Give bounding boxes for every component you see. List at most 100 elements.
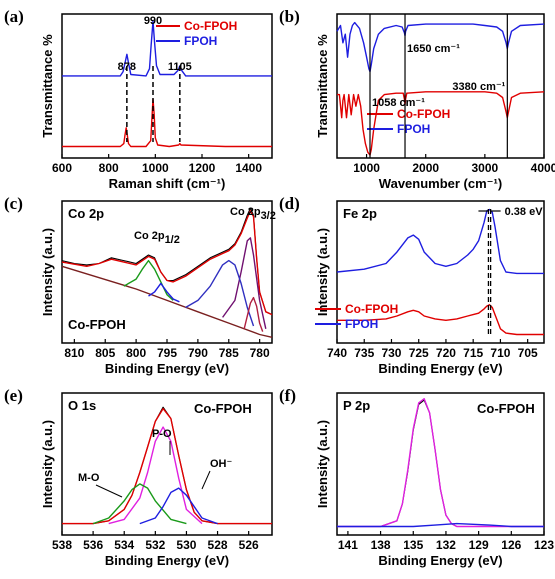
series-line — [61, 265, 273, 338]
x-tick-label: 800 — [99, 161, 119, 175]
x-tick-label: 3000 — [472, 161, 499, 175]
x-axis-label: Wavenumber (cm⁻¹) — [379, 176, 502, 191]
x-tick-label: 710 — [490, 346, 510, 360]
panel-label: (a) — [4, 7, 24, 26]
x-tick-label: 123 — [534, 538, 554, 552]
series-line — [185, 259, 255, 327]
x-tick-label: 2000 — [412, 161, 439, 175]
series-line — [337, 522, 544, 528]
y-axis-label: Intensity (a.u.) — [40, 420, 55, 508]
x-tick-label: 4000 — [531, 161, 555, 175]
plot-frame — [336, 392, 545, 536]
element-label: P 2p — [343, 398, 370, 413]
peak-label-co2p12: Co 2p1/2 — [134, 230, 180, 246]
panel-label: (b) — [279, 7, 300, 26]
x-tick-label: 1000 — [353, 161, 380, 175]
x-axis-label: Binding Energy (eV) — [378, 361, 502, 376]
x-tick-label: 526 — [239, 538, 259, 552]
x-axis-label: Binding Energy (eV) — [378, 553, 502, 568]
x-axis-label: Binding Energy (eV) — [105, 361, 229, 376]
series-line — [337, 399, 544, 528]
x-tick-label: 536 — [83, 538, 103, 552]
x-tick-label: 532 — [145, 538, 165, 552]
x-tick-label: 705 — [518, 346, 538, 360]
component-pointer — [95, 484, 123, 498]
x-tick-label: 534 — [114, 538, 134, 552]
panel-4: 740 735 730 725 720 715 710 705 Binding Energy (… — [279, 194, 545, 376]
plot-frame — [336, 13, 545, 159]
peak-label: 3380 cm⁻¹ — [452, 81, 505, 93]
peak-label: 1105 — [168, 61, 192, 73]
component-pointer — [201, 470, 211, 490]
y-axis-label: Transmittance % — [315, 34, 330, 138]
peak-label: 1058 cm⁻¹ — [372, 97, 425, 109]
x-tick-label: 800 — [126, 346, 146, 360]
x-tick-label: 790 — [188, 346, 208, 360]
x-tick-label: 730 — [381, 346, 401, 360]
component-label: OH⁻ — [210, 458, 233, 470]
sample-label: Co-FPOH — [68, 317, 126, 332]
series-line — [336, 208, 544, 275]
legend-entry: FPOH — [397, 122, 430, 136]
legend-entry: Co-FPOH — [397, 107, 450, 121]
x-tick-label: 1400 — [235, 161, 262, 175]
series-line — [139, 487, 218, 525]
x-tick-label: 720 — [436, 346, 456, 360]
panel-2: 1000 2000 3000 4000 Wavenumber (cm⁻¹) Transmi… — [279, 7, 555, 191]
plot-frame — [61, 13, 273, 159]
x-tick-label: 780 — [250, 346, 270, 360]
x-tick-label: 805 — [95, 346, 115, 360]
legend-entry: Co-FPOH — [184, 19, 237, 33]
x-tick-label: 132 — [436, 538, 456, 552]
peak-label: 990 — [144, 15, 162, 27]
series-line — [62, 406, 272, 525]
x-tick-label: 785 — [219, 346, 239, 360]
x-tick-label: 530 — [176, 538, 196, 552]
element-label: Fe 2p — [343, 206, 377, 221]
series-line — [337, 91, 545, 156]
y-axis-label: Intensity (a.u.) — [40, 228, 55, 316]
series-line — [222, 237, 267, 329]
series-line — [92, 483, 187, 525]
x-tick-label: 600 — [52, 161, 72, 175]
x-tick-label: 138 — [371, 538, 391, 552]
peak-label-co2p32: Co 2p3/2 — [230, 206, 276, 222]
x-tick-label: 126 — [501, 538, 521, 552]
legend-entry: Co-FPOH — [345, 302, 398, 316]
plot-frame — [61, 392, 273, 536]
legend-entry: FPOH — [184, 34, 217, 48]
x-axis-label: Binding Energy (eV) — [105, 553, 229, 568]
sample-label: Co-FPOH — [477, 401, 535, 416]
panel-5: 538 536 534 532 530 528 526 Binding Energy (eV)… — [4, 386, 273, 568]
panel-label: (e) — [4, 386, 23, 405]
x-tick-label: 141 — [338, 538, 358, 552]
subscript: 3/2 — [261, 210, 276, 222]
component-label: M-O — [78, 472, 100, 484]
series-line — [123, 259, 174, 301]
x-tick-label: 735 — [354, 346, 374, 360]
panel-label: (c) — [4, 194, 23, 213]
element-label: O 1s — [68, 398, 96, 413]
series-line — [337, 398, 544, 528]
x-tick-label: 1200 — [189, 161, 216, 175]
series-line — [337, 304, 544, 336]
x-tick-label: 135 — [403, 538, 423, 552]
x-axis-label: Raman shift (cm⁻¹) — [109, 176, 226, 191]
panel-label: (f) — [279, 386, 296, 405]
peak-label: 878 — [118, 61, 136, 73]
series-line — [108, 426, 203, 525]
x-tick-label: 528 — [208, 538, 228, 552]
subscript: 1/2 — [165, 234, 180, 246]
panel-3: 810 805 800 795 790 785 780 Binding Energy (eV)… — [4, 194, 276, 376]
x-tick-label: 740 — [327, 346, 347, 360]
x-tick-label: 715 — [463, 346, 483, 360]
series-line — [336, 21, 545, 73]
series-line — [62, 20, 272, 77]
series-line — [61, 210, 273, 316]
x-tick-label: 810 — [64, 346, 84, 360]
x-tick-label: 795 — [157, 346, 177, 360]
x-tick-label: 725 — [409, 346, 429, 360]
y-axis-label: Intensity (a.u.) — [315, 228, 330, 316]
y-axis-label: Transmittance % — [40, 34, 55, 138]
